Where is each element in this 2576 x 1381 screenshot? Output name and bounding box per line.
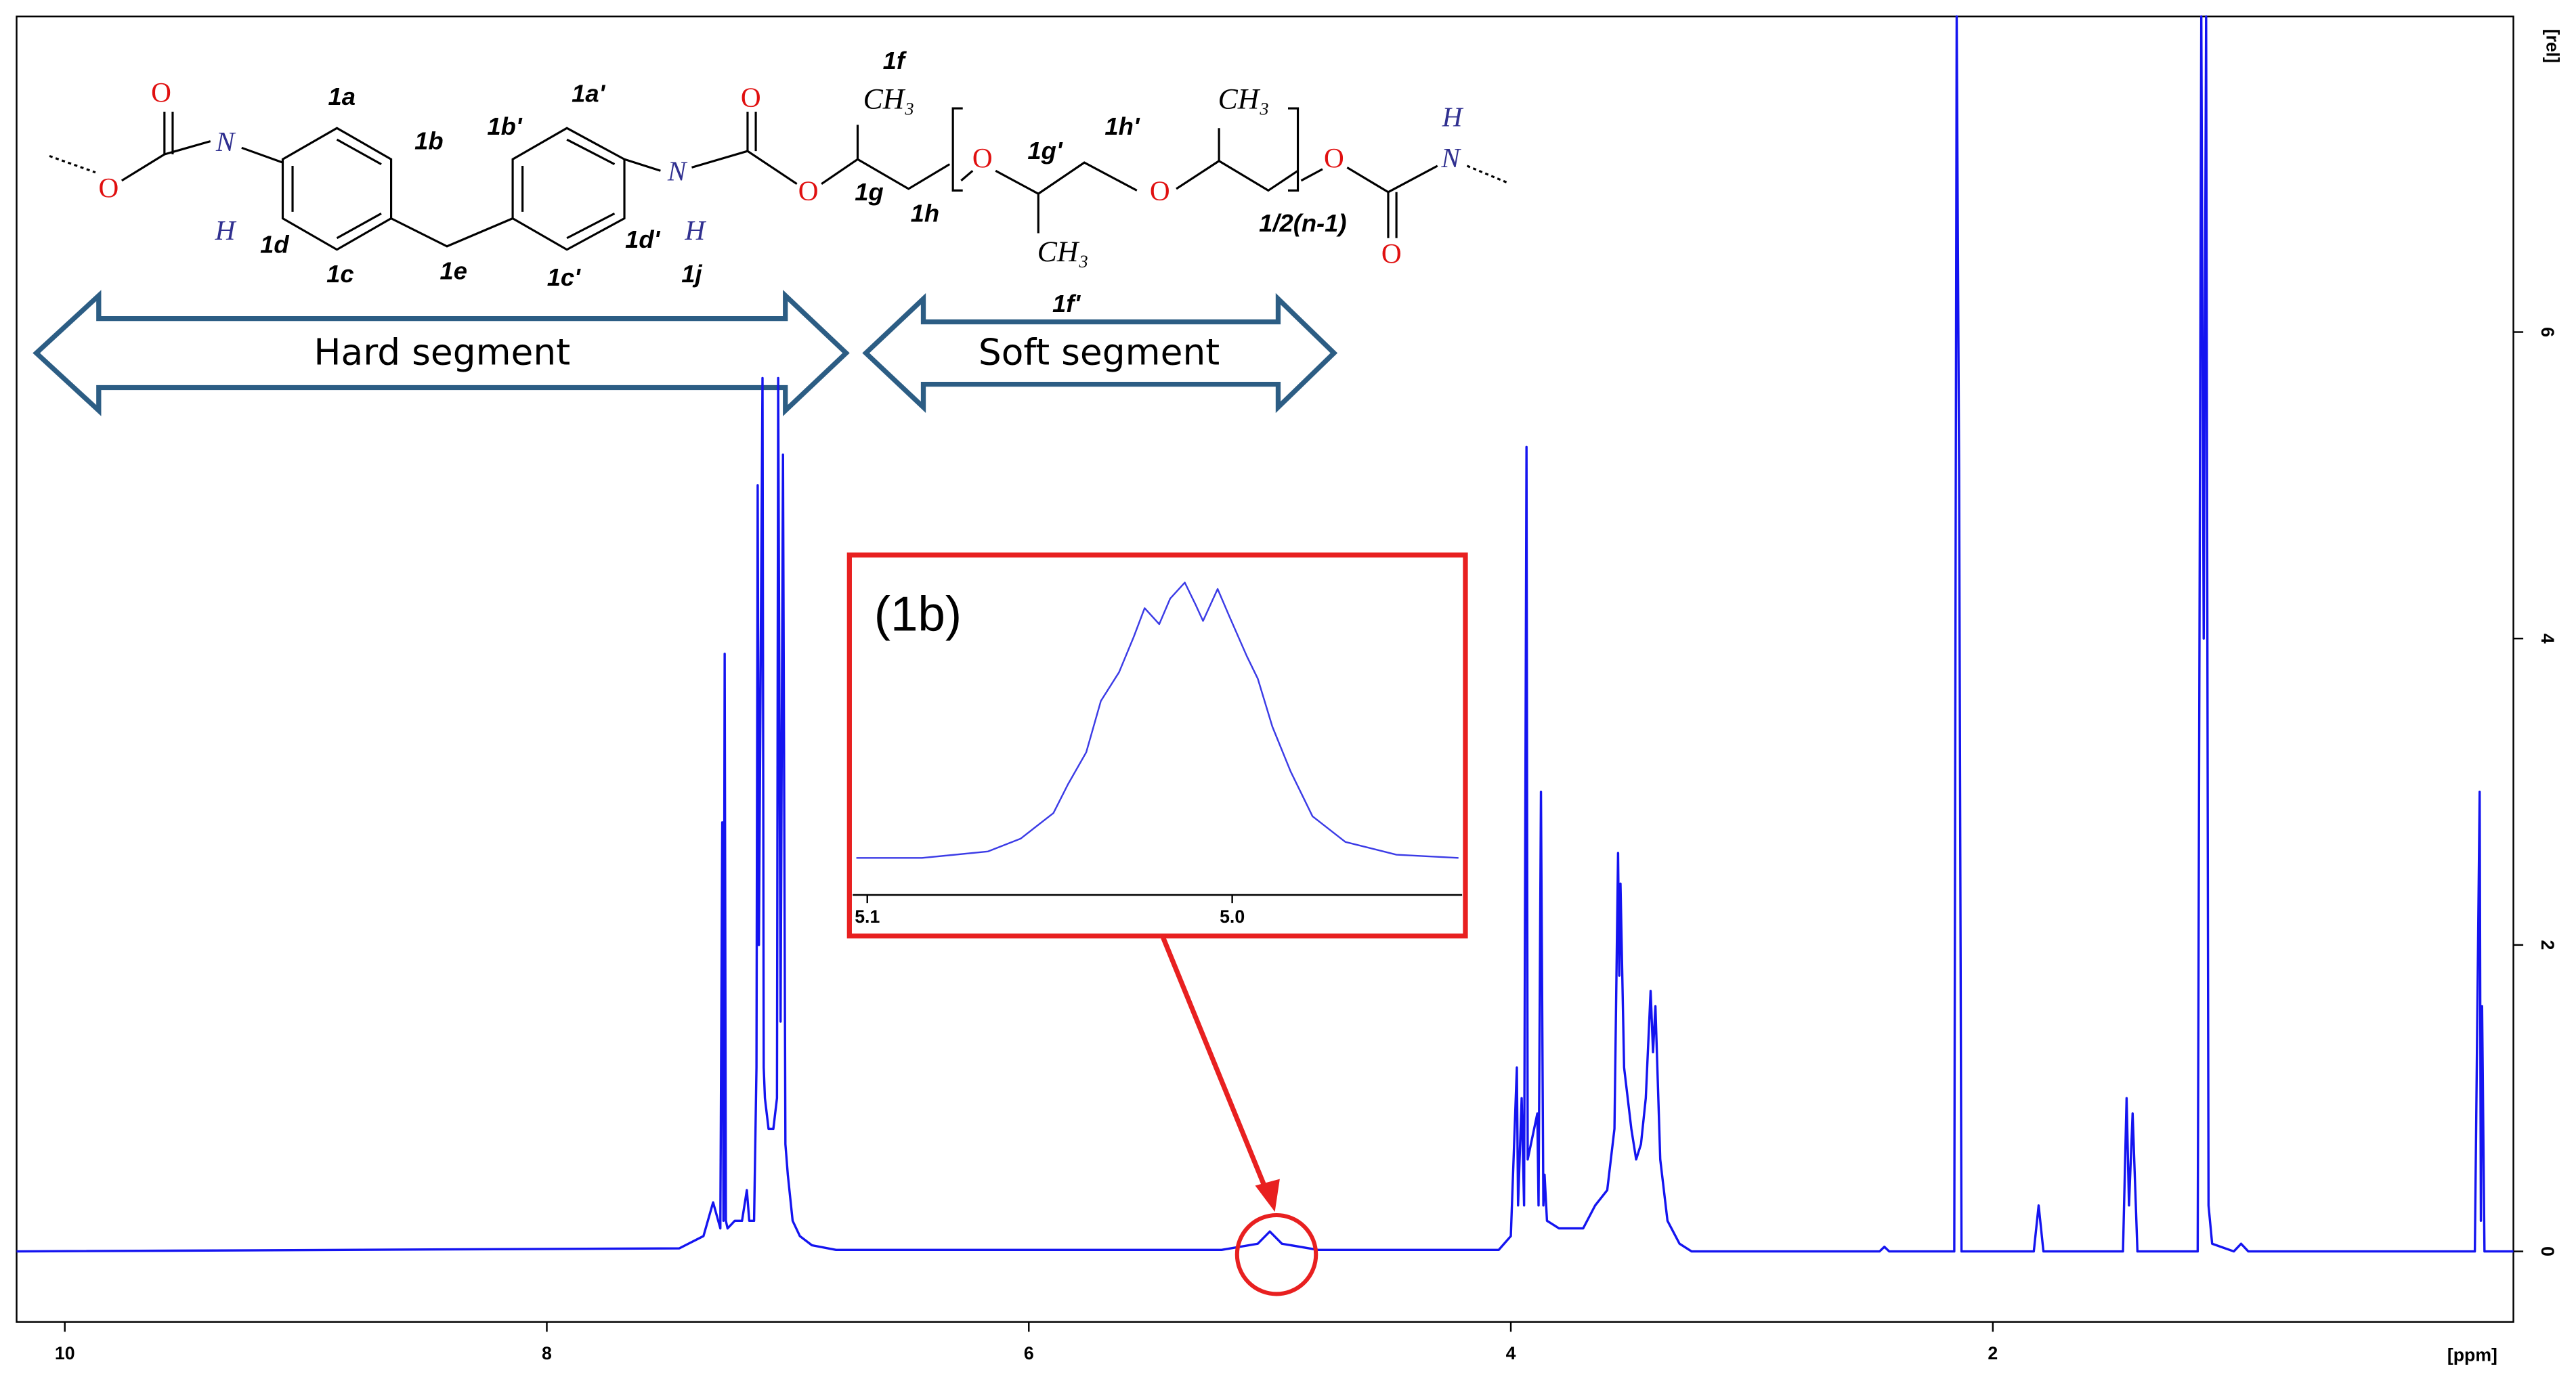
structure-label: 1c' (547, 263, 581, 291)
structure-label: 1b' (487, 112, 522, 140)
structure-label: N (1440, 142, 1461, 173)
structure-label: O (1150, 175, 1170, 206)
y-tick-label: 6 (2537, 327, 2558, 337)
structure-label: O (1381, 238, 1402, 269)
spectrum-line (16, 15, 2514, 1253)
structure-label: 1h (911, 199, 939, 227)
structure-label: CH₃ (1037, 236, 1089, 268)
structure-label: O (972, 142, 993, 173)
structure-label: 1e (440, 257, 467, 284)
structure-label: 1/2(n-1) (1259, 209, 1346, 237)
structure-label: 1f' (1052, 290, 1081, 317)
x-tick-label: 5.0 (1220, 906, 1245, 927)
structure-label: 1g (855, 178, 883, 206)
structure-label: 1g' (1027, 137, 1062, 165)
zoom-circle (1235, 1212, 1318, 1296)
structure-label: O (98, 172, 119, 203)
structure-label: H (684, 215, 706, 246)
segment-arrows (33, 290, 1338, 416)
structure-label: 1f (883, 47, 907, 74)
structure-label: 1d (260, 230, 289, 258)
structure-label: H (215, 215, 237, 246)
inset-title: (1b) (874, 586, 962, 641)
structure-label: 1j (681, 260, 702, 288)
y-tick-label: 2 (2537, 940, 2558, 950)
spectrum-line (856, 582, 1459, 859)
structure-label: 1a (328, 83, 356, 110)
structure-label: 1d' (625, 225, 660, 253)
plot-frame (16, 16, 2514, 1323)
main-plot: 10 8 6 4 2 0 2 4 6 [ppm] [rel] (16, 15, 2562, 1365)
structure-label: CH₃ (863, 83, 915, 115)
y-tick-label: 0 (2537, 1246, 2558, 1256)
x-tick-label: 8 (542, 1343, 552, 1363)
y-axis-label: [rel] (2542, 29, 2562, 63)
y-tick-label: 4 (2537, 634, 2558, 644)
inset-plot: 5.1 5.0 (853, 582, 1463, 927)
soft-segment-label: Soft segment (979, 331, 1220, 374)
x-tick-label: 2 (1988, 1343, 1998, 1363)
x-tick-label: 4 (1506, 1343, 1516, 1363)
x-tick-label: 6 (1024, 1343, 1034, 1363)
structure-label: H (1442, 102, 1464, 133)
structure-label: O (151, 76, 171, 108)
structure-label: 1b (414, 127, 443, 155)
structure-label: CH₃ (1218, 83, 1270, 115)
structure-bonds (49, 107, 1507, 251)
structure-label: N (215, 126, 236, 157)
zoom-arrow (1161, 936, 1271, 1197)
structure-label: 1h' (1104, 112, 1140, 140)
x-axis-label: [ppm] (2447, 1345, 2497, 1365)
structure-label: 1a' (572, 79, 605, 107)
x-tick-label: 10 (55, 1343, 75, 1363)
structure-label: O (798, 175, 819, 206)
zoom-arrow-head (1255, 1179, 1280, 1212)
structure-label: N (667, 156, 688, 187)
structure-label: O (741, 81, 761, 112)
inset-frame (846, 552, 1468, 939)
x-tick-label: 5.1 (855, 906, 880, 927)
hard-segment-label: Hard segment (314, 331, 570, 374)
structure-label: 1c (326, 260, 353, 288)
structure-label: O (1324, 142, 1344, 173)
